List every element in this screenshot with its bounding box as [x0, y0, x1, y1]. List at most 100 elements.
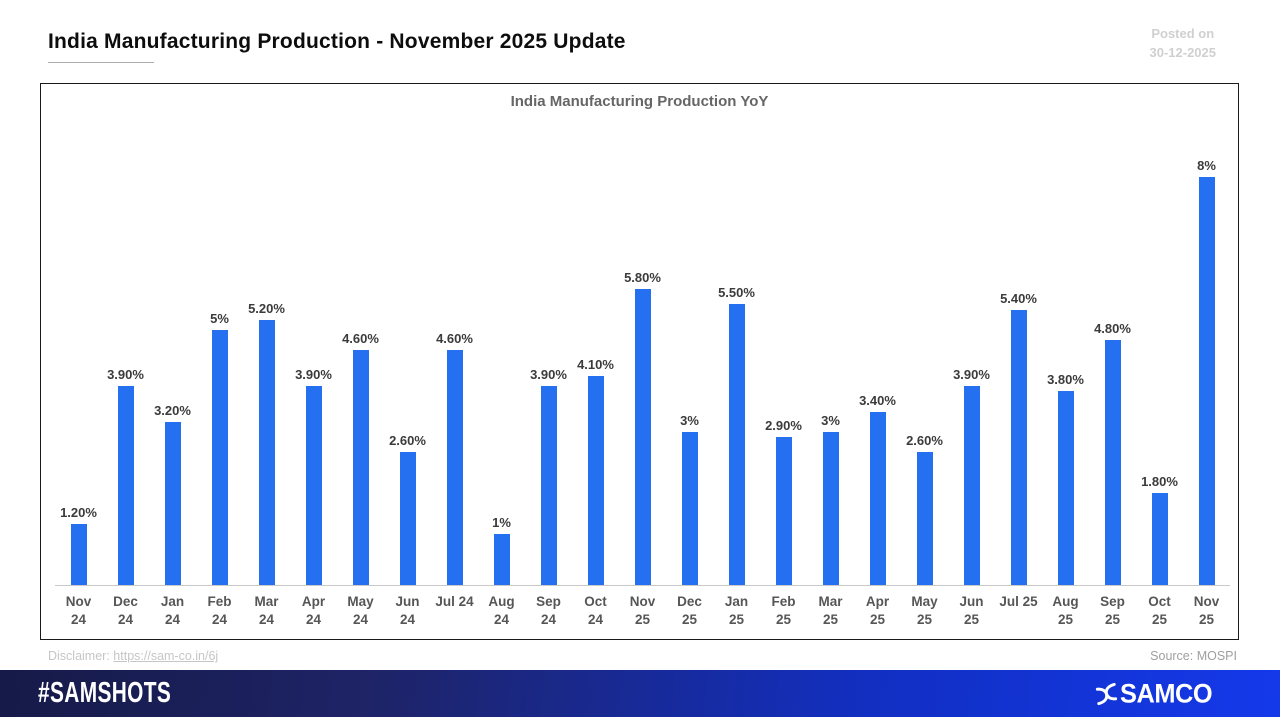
x-axis-line: [55, 585, 1230, 586]
bar-value-label: 3.80%: [1047, 372, 1084, 387]
x-axis-label: Sep 24: [536, 594, 561, 627]
bar-value-label: 2.90%: [765, 418, 802, 433]
x-axis-label: Feb 25: [771, 594, 796, 627]
page-title: India Manufacturing Production - Novembe…: [48, 30, 626, 53]
bar-group: 2.60%: [384, 433, 431, 585]
bar: [117, 386, 134, 585]
bar: [587, 376, 604, 585]
bar: [305, 386, 322, 585]
bar: [493, 534, 510, 585]
x-axis-label: May 25: [911, 594, 938, 627]
x-axis-label: Mar 25: [818, 594, 843, 627]
bar: [634, 289, 651, 585]
bar-value-label: 5.50%: [718, 285, 755, 300]
bar-value-label: 1.20%: [60, 505, 97, 520]
posted-on-note: Posted on 30-12-2025: [1150, 24, 1217, 62]
x-axis-label: Dec 24: [113, 594, 138, 627]
source-note: Source: MOSPI: [1150, 649, 1237, 663]
bar: [775, 437, 792, 585]
x-axis-label: Jun 25: [959, 594, 984, 627]
x-axis-label: Jan 24: [160, 594, 185, 627]
bar: [1057, 391, 1074, 585]
bar-value-label: 5.80%: [624, 270, 661, 285]
bar-group: 3%: [807, 413, 854, 585]
bar-value-label: 3.90%: [295, 367, 332, 382]
bar-group: 3.90%: [290, 367, 337, 585]
bar-value-label: 2.60%: [389, 433, 426, 448]
posted-on-label: Posted on: [1151, 26, 1215, 41]
bar-value-label: 8%: [1197, 158, 1216, 173]
chart-title: India Manufacturing Production YoY: [510, 93, 769, 110]
x-axis-label: Jul 24: [435, 594, 474, 609]
x-axis-label: Apr 24: [301, 594, 326, 627]
bar: [540, 386, 557, 585]
chart-plot-area: 1.20% 3.90% 3.20% 5% 5.20% 3.90% 4.60% 2.60% 4.6…: [55, 84, 1230, 585]
bar-group: 5%: [196, 311, 243, 585]
bar-group: 2.90%: [760, 418, 807, 585]
bar: [916, 452, 933, 585]
bar: [399, 452, 416, 585]
bar-group: 3%: [666, 413, 713, 585]
bar: [1010, 310, 1027, 585]
bar-value-label: 4.60%: [342, 331, 379, 346]
bar-value-label: 3.40%: [859, 393, 896, 408]
bar-value-label: 1.80%: [1141, 474, 1178, 489]
bar-value-label: 1%: [492, 515, 511, 530]
bar: [728, 304, 745, 585]
bar-value-label: 3.90%: [107, 367, 144, 382]
bar-group: 5.50%: [713, 285, 760, 585]
footer-bar: #SAMSHOTS SAMCO: [0, 670, 1280, 717]
bar-group: 4.60%: [337, 331, 384, 585]
bar-group: 3.40%: [854, 393, 901, 585]
bar: [822, 432, 839, 585]
bar-group: 2.60%: [901, 433, 948, 585]
disclaimer-link[interactable]: https://sam-co.in/6j: [113, 649, 219, 663]
bar-group: 3.90%: [525, 367, 572, 585]
bar: [352, 350, 369, 585]
bar-value-label: 2.60%: [906, 433, 943, 448]
bar-value-label: 5.20%: [248, 301, 285, 316]
bar: [869, 412, 886, 585]
bar: [1104, 340, 1121, 585]
x-axis-label: Dec 25: [677, 594, 702, 627]
x-axis-label: Nov 24: [65, 594, 92, 627]
x-axis-label: Jun 24: [395, 594, 420, 627]
bar-value-label: 3.90%: [953, 367, 990, 382]
x-axis-label: Aug 24: [488, 594, 515, 627]
x-axis-label: Oct 24: [584, 594, 607, 627]
bar-value-label: 4.10%: [577, 357, 614, 372]
bar-value-label: 3%: [821, 413, 840, 428]
bar-value-label: 3.20%: [154, 403, 191, 418]
x-axis-label: Feb 24: [207, 594, 232, 627]
x-axis-label: Aug 25: [1052, 594, 1079, 627]
bar-group: 5.20%: [243, 301, 290, 585]
bar-value-label: 5.40%: [1000, 291, 1037, 306]
footer-hashtag: #SAMSHOTS: [38, 676, 172, 709]
x-axis-label: Jul 25: [999, 594, 1038, 609]
samco-pinwheel-icon: [1094, 681, 1119, 706]
bar-group: 4.80%: [1089, 321, 1136, 585]
bar: [258, 320, 275, 585]
x-axis-label: Jan 25: [724, 594, 749, 627]
bar-group: 8%: [1183, 158, 1230, 585]
x-axis-label: Nov 25: [1193, 594, 1220, 627]
bar-group: 3.90%: [948, 367, 995, 585]
x-axis-label: Nov 25: [629, 594, 656, 627]
x-axis-label: Mar 24: [254, 594, 279, 627]
bar-value-label: 5%: [210, 311, 229, 326]
bar: [70, 524, 87, 585]
bar-group: 4.10%: [572, 357, 619, 585]
posted-on-date: 30-12-2025: [1149, 45, 1217, 60]
bar-group: 3.80%: [1042, 372, 1089, 585]
bar: [164, 422, 181, 585]
x-axis-label: Oct 25: [1148, 594, 1171, 627]
bar-group: 5.80%: [619, 270, 666, 585]
bar-group: 5.40%: [995, 291, 1042, 585]
bar: [446, 350, 463, 585]
x-axis-label: Apr 25: [865, 594, 890, 627]
x-axis-label: May 24: [347, 594, 374, 627]
x-axis-label: Sep 25: [1100, 594, 1125, 627]
bar: [1198, 177, 1215, 585]
bar-value-label: 3.90%: [530, 367, 567, 382]
bar-group: 1.80%: [1136, 474, 1183, 585]
